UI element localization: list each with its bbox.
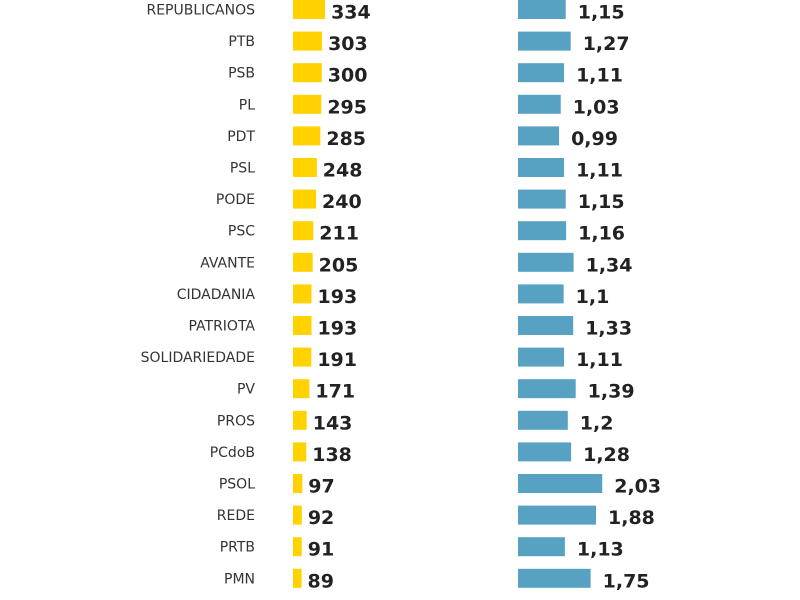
- ratio-bar: [518, 252, 574, 272]
- ratio-value-label: 1,34: [586, 254, 633, 276]
- count-bar: [293, 316, 312, 335]
- ratio-bar: [518, 63, 565, 83]
- ratio-bar: [518, 221, 567, 241]
- category-label: REDE: [217, 508, 255, 524]
- category-label: PSB: [228, 66, 255, 82]
- ratio-value-label: 1,03: [573, 96, 620, 118]
- category-label: PODE: [216, 192, 255, 208]
- count-value-label: 240: [322, 191, 362, 213]
- category-label: PROS: [217, 413, 255, 429]
- category-label: PSC: [228, 224, 255, 240]
- category-label: SOLIDARIEDADE: [141, 350, 255, 366]
- ratio-value-label: 1,33: [585, 318, 632, 340]
- category-label: PSOL: [219, 477, 255, 493]
- ratio-bar: [518, 537, 565, 557]
- count-bar: [293, 189, 317, 209]
- count-value-label: 248: [323, 160, 363, 182]
- category-label: CIDADANIA: [177, 287, 256, 303]
- ratio-bar: [518, 316, 574, 335]
- category-label: PCdoB: [210, 445, 255, 461]
- count-value-label: 334: [331, 2, 371, 24]
- ratio-value-label: 1,27: [583, 33, 630, 55]
- count-bar: [293, 442, 307, 462]
- ratio-bar: [518, 126, 560, 146]
- ratio-value-label: 2,03: [614, 476, 661, 498]
- count-value-label: 303: [328, 33, 368, 55]
- ratio-bar: [518, 410, 568, 430]
- ratio-bar: [518, 505, 597, 525]
- ratio-value-label: 1,11: [576, 160, 623, 182]
- count-bar: [293, 537, 302, 557]
- ratio-bar: [518, 347, 565, 367]
- ratio-bar: [518, 568, 591, 588]
- count-bar: [293, 0, 326, 19]
- category-label: PDT: [227, 129, 255, 145]
- count-value-label: 193: [318, 286, 358, 308]
- count-bar: [293, 126, 321, 146]
- count-value-label: 91: [308, 539, 334, 561]
- category-label: AVANTE: [200, 255, 255, 271]
- count-value-label: 205: [319, 254, 359, 276]
- count-value-label: 138: [312, 444, 352, 466]
- count-value-label: 143: [313, 412, 353, 434]
- count-bar: [293, 379, 310, 399]
- ratio-bar: [518, 442, 572, 462]
- ratio-value-label: 1,75: [603, 570, 650, 592]
- count-bar: [293, 474, 303, 493]
- category-label: PTB: [228, 34, 255, 50]
- count-value-label: 92: [308, 507, 334, 529]
- count-value-label: 295: [327, 96, 367, 118]
- ratio-bar: [518, 379, 576, 399]
- ratio-bar: [518, 158, 565, 177]
- category-label: REPUBLICANOS: [146, 3, 255, 19]
- count-bar: [293, 63, 322, 83]
- count-value-label: 89: [308, 570, 334, 592]
- count-value-label: 97: [308, 476, 334, 498]
- ratio-bar: [518, 0, 566, 19]
- category-label: PRTB: [220, 540, 255, 556]
- ratio-value-label: 1,11: [576, 65, 623, 87]
- count-value-label: 193: [318, 318, 358, 340]
- count-value-label: 300: [328, 65, 368, 87]
- count-value-label: 211: [319, 223, 359, 245]
- count-bar: [293, 284, 312, 304]
- ratio-value-label: 1,1: [576, 286, 610, 308]
- ratio-value-label: 1,88: [608, 507, 655, 529]
- count-value-label: 191: [317, 349, 357, 371]
- ratio-value-label: 1,16: [578, 223, 625, 245]
- ratio-value-label: 1,2: [580, 412, 614, 434]
- count-bar: [293, 505, 302, 525]
- category-label: PV: [237, 382, 255, 398]
- ratio-bar: [518, 94, 561, 114]
- ratio-value-label: 1,11: [576, 349, 623, 371]
- count-bar: [293, 221, 314, 241]
- count-bar: [293, 410, 307, 430]
- category-label: PL: [239, 97, 255, 113]
- category-label: PATRIOTA: [188, 319, 255, 335]
- count-bar: [293, 158, 317, 177]
- ratio-value-label: 1,13: [577, 539, 624, 561]
- ratio-value-label: 1,15: [578, 2, 625, 24]
- ratio-bar: [518, 474, 603, 493]
- ratio-value-label: 0,99: [571, 128, 618, 150]
- category-label: PMN: [224, 571, 255, 587]
- ratio-value-label: 1,15: [578, 191, 625, 213]
- ratio-bar: [518, 284, 564, 304]
- count-bar: [293, 568, 302, 588]
- count-bar: [293, 347, 312, 367]
- count-bar: [293, 31, 323, 51]
- ratio-value-label: 1,28: [583, 444, 630, 466]
- category-label: PSL: [230, 161, 255, 177]
- ratio-bar: [518, 189, 566, 209]
- ratio-value-label: 1,39: [588, 381, 635, 403]
- count-value-label: 285: [326, 128, 366, 150]
- count-value-label: 171: [315, 381, 355, 403]
- count-bar: [293, 252, 313, 272]
- ratio-bar: [518, 31, 571, 51]
- count-bar: [293, 94, 322, 114]
